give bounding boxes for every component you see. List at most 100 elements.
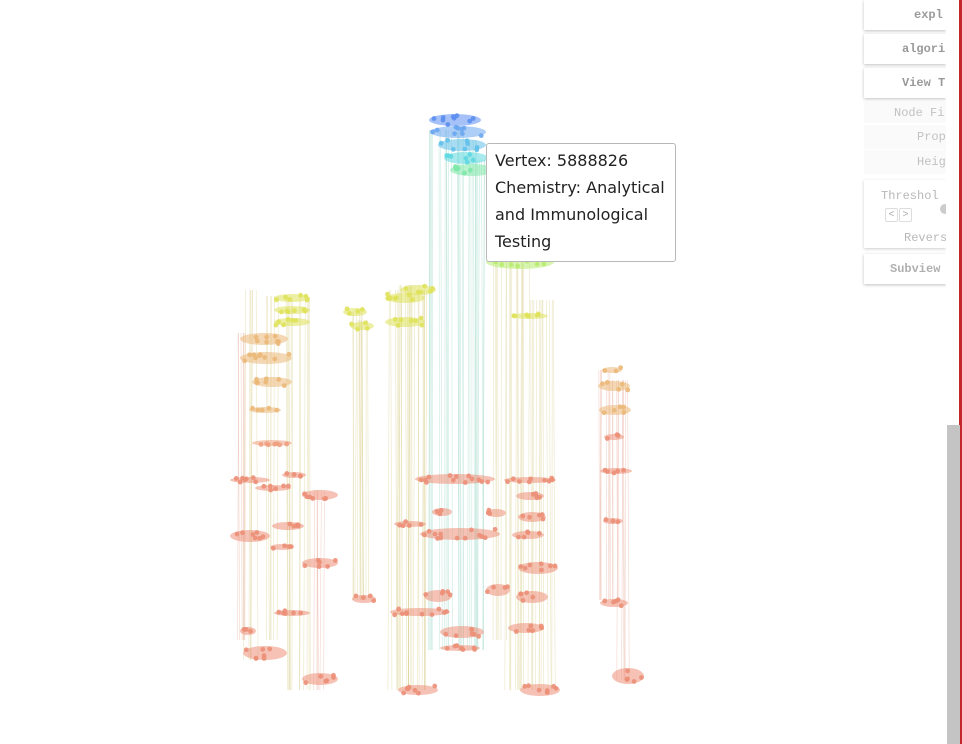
edge-line bbox=[504, 259, 507, 691]
graph-node bbox=[281, 610, 286, 616]
graph-node bbox=[408, 317, 414, 323]
graph-node bbox=[403, 286, 409, 292]
node-cluster bbox=[252, 377, 292, 387]
graph-node bbox=[617, 404, 623, 410]
edge-line bbox=[405, 284, 408, 691]
graph-node bbox=[276, 319, 282, 325]
edge-line bbox=[396, 284, 400, 691]
graph-node bbox=[520, 513, 526, 519]
edge-line bbox=[519, 259, 522, 691]
explore-button-label: expl bbox=[914, 8, 943, 22]
graph-node bbox=[528, 476, 533, 482]
graph-node bbox=[621, 404, 627, 410]
subview-label: Subview bbox=[890, 262, 941, 276]
graph-node bbox=[392, 612, 398, 618]
graph-node bbox=[603, 517, 609, 522]
graph-node bbox=[445, 137, 451, 143]
graph-node bbox=[525, 529, 530, 535]
graph-node bbox=[287, 521, 293, 527]
edge-line bbox=[430, 129, 432, 651]
explore-button[interactable]: expl bbox=[864, 0, 946, 30]
graph-node bbox=[242, 477, 248, 482]
graph-node bbox=[278, 309, 284, 315]
graph-node bbox=[317, 559, 323, 565]
graph-node bbox=[442, 610, 447, 615]
graph-node bbox=[250, 475, 256, 481]
graph-node bbox=[486, 507, 492, 513]
edge-line bbox=[553, 299, 556, 691]
threshold-prev-button[interactable]: < bbox=[885, 208, 898, 222]
edge-line bbox=[424, 289, 426, 691]
subview-button[interactable]: Subview bbox=[864, 254, 946, 284]
node-cluster bbox=[424, 590, 452, 602]
edge-line bbox=[548, 299, 552, 691]
graph-node bbox=[284, 308, 290, 314]
graph-node bbox=[272, 356, 278, 362]
graph-node bbox=[431, 116, 437, 121]
graph-node bbox=[257, 353, 262, 359]
graph-node bbox=[276, 377, 282, 382]
graph-node bbox=[466, 473, 472, 479]
graph-node bbox=[625, 387, 631, 393]
graph-node bbox=[360, 595, 366, 601]
graph-node bbox=[539, 512, 545, 517]
edge-line bbox=[240, 332, 243, 641]
graph-node bbox=[520, 598, 526, 603]
edge-line bbox=[357, 319, 359, 601]
property-label: Prop bbox=[917, 130, 946, 144]
graph-node bbox=[471, 631, 477, 637]
graph-node bbox=[426, 474, 432, 480]
graph-node bbox=[264, 334, 270, 340]
edge-line bbox=[412, 284, 416, 691]
graph-node bbox=[286, 351, 292, 357]
graph-node bbox=[542, 477, 547, 483]
graph-node bbox=[318, 673, 324, 679]
edge-line bbox=[299, 297, 302, 691]
edge-line bbox=[421, 289, 424, 691]
edge-line bbox=[417, 289, 420, 691]
graph-node bbox=[250, 405, 255, 411]
edge-line bbox=[390, 289, 393, 691]
graph-node bbox=[371, 598, 377, 604]
edge-line bbox=[598, 369, 600, 601]
graph-node bbox=[395, 322, 401, 328]
algorithm-button[interactable]: algori bbox=[864, 34, 946, 64]
graph-node bbox=[434, 509, 440, 514]
edge-line bbox=[352, 311, 354, 601]
tooltip-category-line-3: Testing bbox=[495, 232, 552, 251]
property-button[interactable]: Prop bbox=[864, 125, 946, 149]
graph-node bbox=[250, 532, 256, 537]
graph-node bbox=[282, 543, 288, 549]
edge-line bbox=[285, 297, 289, 691]
reverse-toggle[interactable]: Revers bbox=[904, 231, 946, 245]
graph-node bbox=[602, 598, 608, 604]
graph-node bbox=[355, 326, 360, 332]
graph-node bbox=[478, 133, 484, 138]
graph-node bbox=[316, 564, 322, 569]
graph-node bbox=[462, 480, 468, 485]
scrollbar-thumb[interactable] bbox=[947, 425, 960, 744]
threshold-next-button[interactable]: > bbox=[899, 208, 912, 222]
graph-node bbox=[443, 631, 449, 637]
height-button[interactable]: Heig bbox=[864, 150, 946, 174]
graph-node bbox=[325, 564, 330, 569]
graph-node bbox=[528, 623, 534, 629]
algorithm-button-label: algori bbox=[902, 42, 946, 56]
graph-node bbox=[263, 379, 269, 385]
node-filter-button[interactable]: Node Fi bbox=[864, 101, 946, 123]
graph-node bbox=[508, 262, 514, 268]
threshold-label: Threshol bbox=[881, 189, 939, 203]
edge-line bbox=[291, 297, 293, 691]
edge-line bbox=[521, 259, 523, 691]
graph-node bbox=[281, 483, 286, 489]
edge-line bbox=[527, 259, 530, 691]
view-button[interactable]: View T bbox=[864, 68, 946, 98]
threshold-slider-knob[interactable] bbox=[940, 204, 950, 214]
graph-node bbox=[243, 627, 249, 632]
control-panel: expl algori View T Node Fi Prop Heig Thr… bbox=[864, 0, 946, 290]
node-cluster bbox=[420, 528, 500, 540]
graph-node bbox=[364, 325, 370, 331]
graph-node bbox=[398, 317, 404, 323]
